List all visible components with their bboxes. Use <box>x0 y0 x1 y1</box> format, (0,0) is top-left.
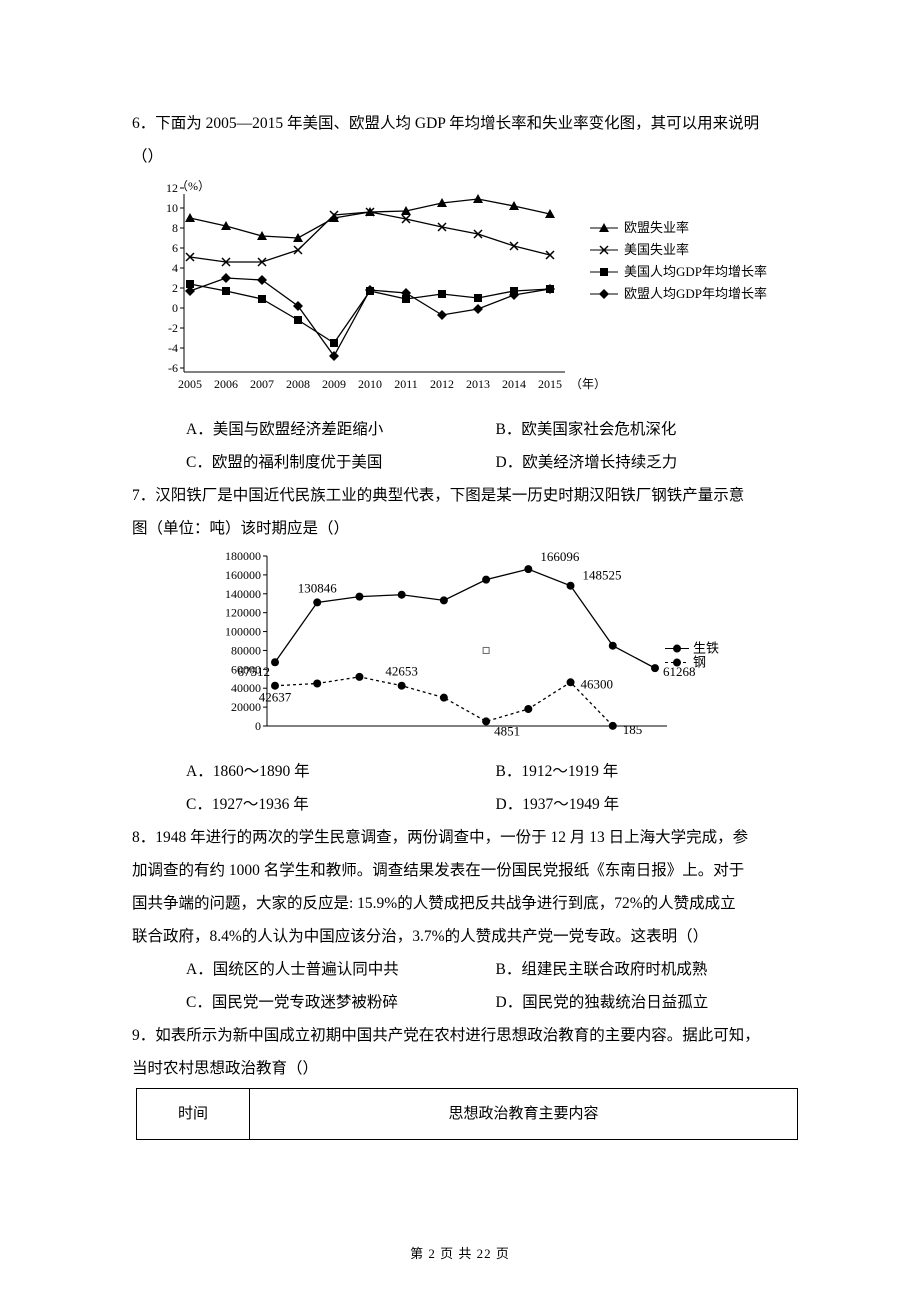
svg-text:8: 8 <box>172 221 178 235</box>
svg-text:148525: 148525 <box>583 568 622 583</box>
svg-text:生铁: 生铁 <box>693 641 719 656</box>
q7-choices-row2: C．1927～1936 年 D．1937～1949 年 <box>132 789 805 820</box>
svg-text:100000: 100000 <box>225 625 261 639</box>
svg-text:-6: -6 <box>168 361 178 375</box>
q7-choice-c: C．1927～1936 年 <box>132 789 496 820</box>
q9-table: 时间 思想政治教育主要内容 <box>136 1088 798 1140</box>
svg-text:2005: 2005 <box>178 377 202 391</box>
q8-choice-c: C．国民党一党专政迷梦被粉碎 <box>132 987 496 1018</box>
svg-text:166096: 166096 <box>540 550 580 564</box>
svg-text:61268: 61268 <box>663 664 696 679</box>
svg-text:160000: 160000 <box>225 568 261 582</box>
svg-text:4851: 4851 <box>494 723 520 738</box>
svg-text:40000: 40000 <box>231 681 261 695</box>
svg-text:（%）: （%） <box>176 179 210 193</box>
q8-choice-d: D．国民党的独裁统治日益孤立 <box>496 987 806 1018</box>
q7-choices-row1: A．1860～1890 年 B．1912～1919 年 <box>132 756 805 787</box>
q9-l2: 当时农村思想政治教育（） <box>132 1053 805 1084</box>
q7-text-2: 图（单位：吨）该时期应是（） <box>132 513 805 544</box>
q9-th-content: 思想政治教育主要内容 <box>250 1089 798 1140</box>
svg-text:6: 6 <box>172 241 178 255</box>
svg-text:美国失业率: 美国失业率 <box>624 242 689 257</box>
svg-text:-4: -4 <box>168 341 178 355</box>
svg-text:180000: 180000 <box>225 550 261 563</box>
svg-text:美国人均GDP年均增长率: 美国人均GDP年均增长率 <box>624 264 767 279</box>
svg-text:80000: 80000 <box>231 643 261 657</box>
q9-l1: 9．如表所示为新中国成立初期中国共产党在农村进行思想政治教育的主要内容。据此可知… <box>132 1020 805 1051</box>
q6-choice-d: D．欧美经济增长持续乏力 <box>496 447 806 478</box>
q7-choice-b: B．1912～1919 年 <box>496 756 806 787</box>
svg-text:46300: 46300 <box>581 676 614 691</box>
q8-choices-row2: C．国民党一党专政迷梦被粉碎 D．国民党的独裁统治日益孤立 <box>132 987 805 1018</box>
q8-choices-row1: A．国统区的人士普遍认同中共 B．组建民主联合政府时机成熟 <box>132 954 805 985</box>
svg-text:2006: 2006 <box>214 377 238 391</box>
q7-text-1: 7．汉阳铁厂是中国近代民族工业的典型代表，下图是某一历史时期汉阳铁厂钢铁产量示意 <box>132 480 805 511</box>
svg-text:2012: 2012 <box>430 377 454 391</box>
svg-text:-2: -2 <box>168 321 178 335</box>
svg-text:140000: 140000 <box>225 587 261 601</box>
svg-text:2007: 2007 <box>250 377 274 391</box>
svg-text:2014: 2014 <box>502 377 526 391</box>
svg-text:42653: 42653 <box>385 664 418 679</box>
q7-choice-d: D．1937～1949 年 <box>496 789 806 820</box>
exam-page: 6．下面为 2005—2015 年美国、欧盟人均 GDP 年均增长率和失业率变化… <box>0 0 920 1302</box>
q6-chart: （%） -6 -4 -2 0 2 4 6 8 10 12 2005 2006 2007 2008 2009 20… <box>150 178 805 408</box>
svg-text:2015: 2015 <box>538 377 562 391</box>
q8-choice-b: B．组建民主联合政府时机成熟 <box>496 954 806 985</box>
svg-text:钢: 钢 <box>693 655 706 670</box>
svg-text:2: 2 <box>172 281 178 295</box>
svg-text:12: 12 <box>166 181 178 195</box>
svg-text:10: 10 <box>166 201 178 215</box>
svg-text:欧盟人均GDP年均增长率: 欧盟人均GDP年均增长率 <box>624 286 767 301</box>
svg-text:185: 185 <box>623 722 643 737</box>
svg-text:20000: 20000 <box>231 700 261 714</box>
svg-text:2013: 2013 <box>466 377 490 391</box>
svg-text:0: 0 <box>255 719 261 733</box>
svg-text:（年）: （年） <box>570 377 606 391</box>
svg-text:2009: 2009 <box>322 377 346 391</box>
q6-choices-row1: A．美国与欧盟经济差距缩小 B．欧美国家社会危机深化 <box>132 414 805 445</box>
q8-l3: 国共争端的问题，大家的反应是: 15.9%的人赞成把反共战争进行到底，72%的人… <box>132 888 805 919</box>
svg-text:130846: 130846 <box>298 580 338 595</box>
q8-choice-a: A．国统区的人士普遍认同中共 <box>132 954 496 985</box>
q8-l4: 联合政府，8.4%的人认为中国应该分治，3.7%的人赞成共产党一党专政。这表明（… <box>132 921 805 952</box>
svg-text:120000: 120000 <box>225 606 261 620</box>
q7-chart: 0200004000060000800001000001200001400001… <box>202 550 805 750</box>
svg-text:2008: 2008 <box>286 377 310 391</box>
svg-text:4: 4 <box>172 261 178 275</box>
svg-text:2010: 2010 <box>358 377 382 391</box>
svg-text:42637: 42637 <box>259 690 292 705</box>
q6-choice-b: B．欧美国家社会危机深化 <box>496 414 806 445</box>
q6-text: 6．下面为 2005—2015 年美国、欧盟人均 GDP 年均增长率和失业率变化… <box>132 108 805 139</box>
page-footer: 第 2 页 共 22 页 <box>0 1241 920 1267</box>
q9-th-time: 时间 <box>137 1089 250 1140</box>
q6-choice-c: C．欧盟的福利制度优于美国 <box>132 447 496 478</box>
q7-chart-svg: 0200004000060000800001000001200001400001… <box>202 550 762 750</box>
svg-text:2011: 2011 <box>394 377 418 391</box>
q8-l2: 加调查的有约 1000 名学生和教师。调查结果发表在一份国民党报纸《东南日报》上… <box>132 855 805 886</box>
q7-choice-a: A．1860～1890 年 <box>132 756 496 787</box>
svg-text:67512: 67512 <box>238 664 271 679</box>
q6-paren: （） <box>132 141 805 172</box>
q8-l1: 8．1948 年进行的两次的学生民意调查，两份调查中，一份于 12 月 13 日… <box>132 822 805 853</box>
q6-chart-svg: （%） -6 -4 -2 0 2 4 6 8 10 12 2005 2006 2007 2008 2009 20… <box>150 178 790 408</box>
svg-text:0: 0 <box>172 301 178 315</box>
q6-choice-a: A．美国与欧盟经济差距缩小 <box>132 414 496 445</box>
svg-text:欧盟失业率: 欧盟失业率 <box>624 220 689 235</box>
q6-choices-row2: C．欧盟的福利制度优于美国 D．欧美经济增长持续乏力 <box>132 447 805 478</box>
